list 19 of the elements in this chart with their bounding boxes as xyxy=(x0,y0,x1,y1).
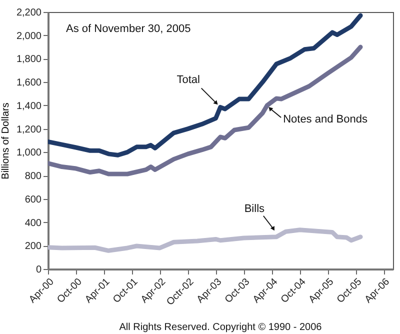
y-tick-label: 400 xyxy=(24,218,42,229)
y-axis-title: Billions of Dollars xyxy=(0,102,12,180)
y-tick-label: 1,400 xyxy=(16,100,42,112)
text: Total xyxy=(176,74,200,86)
text: All Rights Reserved. Copyright © 1990 - 2006 xyxy=(119,322,322,333)
y-tick-label: 0 xyxy=(36,264,42,276)
line-series xyxy=(48,228,363,253)
y-tick-label: 1,200 xyxy=(16,124,42,136)
y-tick-label: 1,600 xyxy=(16,78,42,89)
y-tick-label: 1,800 xyxy=(16,54,42,66)
y-tick-label: 800 xyxy=(24,171,42,182)
y-tick-label: 600 xyxy=(24,194,42,206)
y-tick-label: 200 xyxy=(24,241,42,252)
y-tick-label: 2,200 xyxy=(16,8,42,18)
annotation: As of November 30, 2005 xyxy=(66,23,191,35)
series-label: Notes and Bonds xyxy=(283,113,368,126)
y-tick-label: 1,000 xyxy=(16,148,42,159)
y-tick-label: 2,000 xyxy=(16,30,42,42)
text: Bills xyxy=(244,202,265,215)
